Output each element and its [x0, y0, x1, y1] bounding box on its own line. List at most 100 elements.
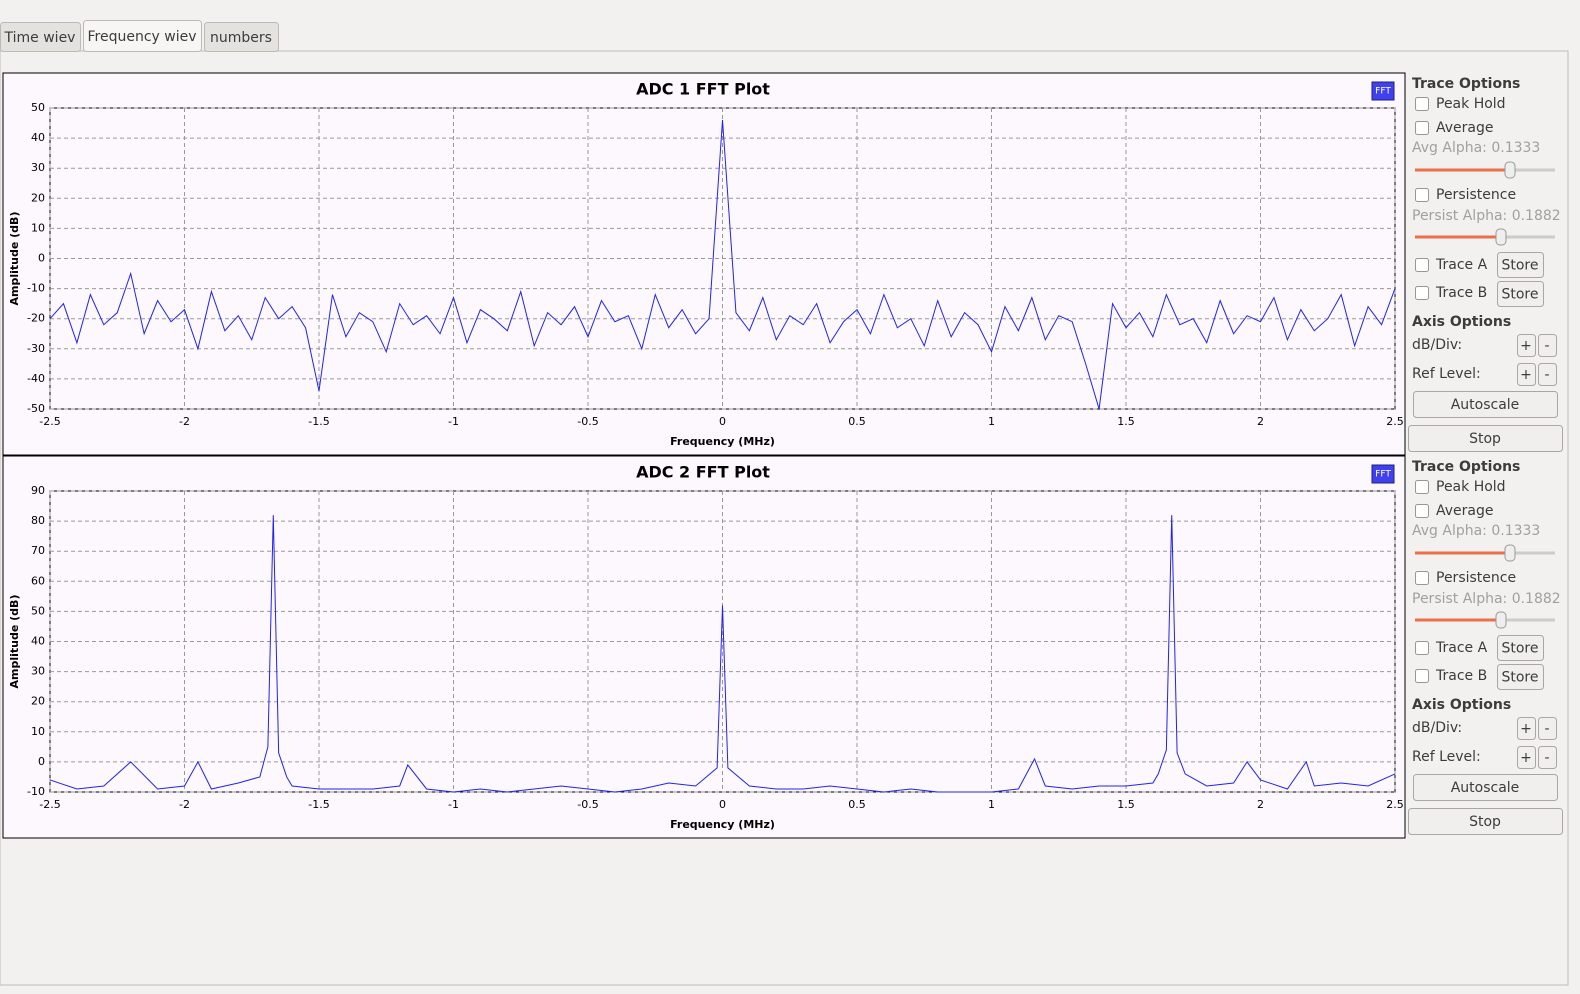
- tab[interactable]: [204, 22, 279, 52]
- y-axis-label: Amplitude (dB): [8, 212, 21, 306]
- button[interactable]: [1408, 425, 1563, 452]
- average: Average: [1436, 503, 1494, 519]
- x-tick-label: 1: [988, 798, 995, 811]
- store-b: Store: [1501, 670, 1538, 686]
- button[interactable]: [1413, 774, 1558, 801]
- y-axis-label: Amplitude (dB): [8, 595, 21, 689]
- store-a: Store: [1501, 641, 1538, 657]
- checkbox[interactable]: [1415, 504, 1429, 518]
- checkbox[interactable]: [1415, 571, 1429, 585]
- persistence: Persistence: [1436, 570, 1516, 586]
- x-tick-label: -1: [448, 798, 459, 811]
- ref-minus: -: [1544, 367, 1549, 383]
- y-tick-label: 60: [31, 574, 45, 587]
- slider-handle[interactable]: [1504, 544, 1516, 562]
- button[interactable]: [1497, 635, 1544, 661]
- y-tick-label: 0: [38, 252, 45, 265]
- checkbox[interactable]: [1415, 286, 1429, 300]
- fft-badge: [1371, 464, 1395, 484]
- y-tick-label: 40: [31, 131, 45, 144]
- db-minus: -: [1544, 721, 1549, 737]
- button[interactable]: [1517, 717, 1536, 740]
- button[interactable]: [1517, 746, 1536, 769]
- x-tick-label: -1.5: [308, 798, 329, 811]
- y-tick-label: 20: [31, 695, 45, 708]
- tab[interactable]: [0, 22, 81, 52]
- x-tick-label: 0.5: [848, 798, 866, 811]
- x-tick-label: 2.5: [1386, 798, 1404, 811]
- y-tick-label: 30: [31, 161, 45, 174]
- x-tick-label: -2: [179, 798, 190, 811]
- y-tick-label: -30: [27, 342, 45, 355]
- button[interactable]: [1538, 363, 1557, 386]
- trace-line: [49, 120, 1396, 410]
- x-tick-label: -2.5: [39, 415, 60, 428]
- chart-title: ADC 2 FFT Plot: [636, 463, 770, 482]
- button[interactable]: [1538, 746, 1557, 769]
- checkbox[interactable]: [1415, 188, 1429, 202]
- slider-handle[interactable]: [1495, 611, 1507, 629]
- button[interactable]: [1497, 252, 1544, 278]
- y-tick-label: 10: [31, 725, 45, 738]
- x-tick-label: 2: [1257, 798, 1264, 811]
- avg-alpha: Avg Alpha: 0.1333: [1412, 140, 1540, 156]
- y-tick-label: 80: [31, 514, 45, 527]
- checkbox[interactable]: [1415, 258, 1429, 272]
- button[interactable]: [1413, 391, 1558, 418]
- db-div: dB/Div:: [1412, 720, 1462, 736]
- checkbox[interactable]: [1415, 480, 1429, 494]
- trace-line: [49, 515, 1396, 793]
- x-tick-label: -1: [448, 415, 459, 428]
- ref-plus: +: [1520, 750, 1532, 766]
- button[interactable]: [1538, 334, 1557, 357]
- db-minus: -: [1544, 338, 1549, 354]
- axis-title: Axis Options: [1412, 314, 1511, 330]
- store-a: Store: [1501, 258, 1538, 274]
- ref-level: Ref Level:: [1412, 366, 1481, 382]
- button[interactable]: [1408, 808, 1563, 835]
- checkbox[interactable]: [1415, 121, 1429, 135]
- stop: Stop: [1469, 431, 1501, 447]
- checkbox[interactable]: [1415, 669, 1429, 683]
- button[interactable]: [1517, 363, 1536, 386]
- stop: Stop: [1469, 814, 1501, 830]
- peak-hold: Peak Hold: [1436, 96, 1506, 112]
- slider-handle[interactable]: [1504, 161, 1516, 179]
- checkbox[interactable]: [1415, 641, 1429, 655]
- button[interactable]: [1517, 334, 1536, 357]
- fft-badge: [1371, 81, 1395, 101]
- x-tick-label: 1.5: [1117, 415, 1135, 428]
- x-tick-label: 1: [988, 415, 995, 428]
- button[interactable]: [1497, 281, 1544, 307]
- axis-title: Axis Options: [1412, 697, 1511, 713]
- checkbox[interactable]: [1415, 97, 1429, 111]
- average: Average: [1436, 120, 1494, 136]
- chart-title: ADC 1 FFT Plot: [636, 80, 770, 99]
- y-tick-label: -20: [27, 312, 45, 325]
- persist-alpha: Persist Alpha: 0.1882: [1412, 591, 1561, 607]
- y-tick-label: 0: [38, 755, 45, 768]
- y-tick-label: 90: [31, 484, 45, 497]
- trace-b: Trace B: [1435, 668, 1487, 684]
- x-tick-label: 2.5: [1386, 415, 1404, 428]
- fft-badge-label: FFT: [1375, 470, 1391, 480]
- avg-alpha: Avg Alpha: 0.1333: [1412, 523, 1540, 539]
- x-axis-label: Frequency (MHz): [670, 435, 775, 448]
- y-tick-label: 70: [31, 544, 45, 557]
- x-tick-label: 1.5: [1117, 798, 1135, 811]
- x-axis-label: Frequency (MHz): [670, 818, 775, 831]
- y-tick-label: -50: [27, 402, 45, 415]
- button[interactable]: [1497, 664, 1544, 690]
- x-tick-label: -1.5: [308, 415, 329, 428]
- tab-label: Time wiev: [4, 30, 76, 46]
- ref-level: Ref Level:: [1412, 749, 1481, 765]
- tab[interactable]: [83, 20, 202, 52]
- button[interactable]: [1538, 717, 1557, 740]
- y-tick-label: 30: [31, 665, 45, 678]
- autoscale: Autoscale: [1451, 397, 1520, 413]
- trace-a: Trace A: [1435, 257, 1488, 273]
- slider-handle[interactable]: [1495, 228, 1507, 246]
- persistence: Persistence: [1436, 187, 1516, 203]
- x-tick-label: -2: [179, 415, 190, 428]
- ref-minus: -: [1544, 750, 1549, 766]
